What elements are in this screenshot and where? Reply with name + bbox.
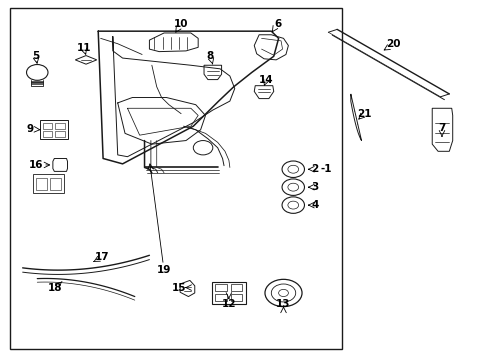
Text: 10: 10 [174, 19, 188, 29]
Text: 4: 4 [311, 200, 318, 210]
Text: 7: 7 [437, 123, 445, 133]
Bar [10, 8, 341, 348]
Text: 21: 21 [356, 109, 370, 119]
Text: 11: 11 [76, 43, 91, 53]
Text: 15: 15 [171, 283, 185, 293]
Text: 12: 12 [221, 299, 236, 309]
Text: 5: 5 [32, 51, 40, 61]
Text: 9: 9 [26, 124, 34, 134]
Text: -1: -1 [320, 164, 331, 174]
Text: 3: 3 [311, 182, 318, 192]
Text: 13: 13 [276, 299, 290, 309]
Text: 2: 2 [311, 164, 318, 174]
Text: 20: 20 [385, 40, 400, 49]
Text: 8: 8 [206, 51, 214, 61]
Text: 14: 14 [259, 75, 273, 85]
Text: 6: 6 [273, 19, 281, 29]
Text: 18: 18 [48, 283, 62, 293]
Text: 16: 16 [28, 160, 43, 170]
Text: 17: 17 [95, 252, 109, 262]
Text: 19: 19 [157, 265, 171, 275]
